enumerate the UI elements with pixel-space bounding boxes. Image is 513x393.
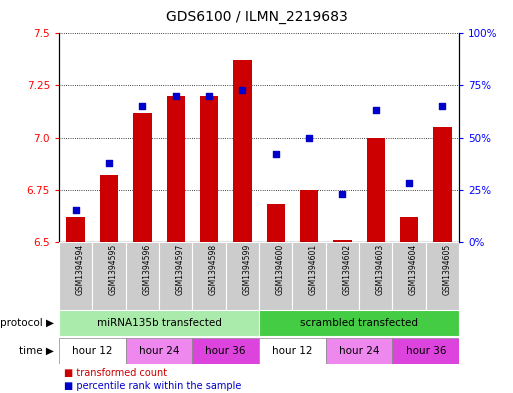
Bar — [59, 310, 259, 336]
Text: GSM1394605: GSM1394605 — [442, 244, 451, 295]
Point — [438, 103, 446, 109]
Text: hour 24: hour 24 — [339, 346, 379, 356]
Text: GSM1394602: GSM1394602 — [343, 244, 351, 295]
Bar — [326, 242, 359, 310]
Bar — [167, 96, 185, 242]
Bar — [359, 242, 392, 310]
Text: GSM1394597: GSM1394597 — [175, 244, 185, 295]
Text: GSM1394596: GSM1394596 — [143, 244, 151, 295]
Bar — [133, 112, 151, 242]
Point — [171, 93, 180, 99]
Point — [405, 180, 413, 187]
Point — [305, 134, 313, 141]
Point — [105, 160, 113, 166]
Bar — [259, 338, 326, 364]
Text: ■ transformed count: ■ transformed count — [64, 368, 167, 378]
Bar — [59, 242, 92, 310]
Point — [138, 103, 147, 109]
Text: GSM1394599: GSM1394599 — [242, 244, 251, 295]
Text: ■ percentile rank within the sample: ■ percentile rank within the sample — [64, 381, 242, 391]
Text: time ▶: time ▶ — [19, 346, 54, 356]
Bar — [326, 338, 392, 364]
Bar — [59, 338, 126, 364]
Bar — [126, 338, 192, 364]
Text: GSM1394601: GSM1394601 — [309, 244, 318, 295]
Bar — [367, 138, 385, 242]
Text: hour 24: hour 24 — [139, 346, 179, 356]
Bar — [126, 242, 159, 310]
Bar — [392, 338, 459, 364]
Text: GSM1394603: GSM1394603 — [376, 244, 385, 295]
Bar — [300, 189, 318, 242]
Bar — [259, 242, 292, 310]
Bar — [100, 175, 118, 242]
Bar — [292, 242, 326, 310]
Point — [371, 107, 380, 114]
Text: GSM1394600: GSM1394600 — [276, 244, 285, 295]
Bar — [226, 242, 259, 310]
Bar — [159, 242, 192, 310]
Bar — [400, 217, 418, 242]
Point — [271, 151, 280, 157]
Bar — [92, 242, 126, 310]
Point — [71, 207, 80, 213]
Text: GSM1394594: GSM1394594 — [76, 244, 85, 295]
Bar — [259, 310, 459, 336]
Point — [238, 86, 246, 93]
Text: GSM1394604: GSM1394604 — [409, 244, 418, 295]
Bar — [233, 61, 251, 242]
Text: GSM1394598: GSM1394598 — [209, 244, 218, 295]
Bar — [200, 96, 218, 242]
Bar — [192, 242, 226, 310]
Bar — [67, 217, 85, 242]
Point — [205, 93, 213, 99]
Text: hour 12: hour 12 — [72, 346, 112, 356]
Text: protocol ▶: protocol ▶ — [0, 318, 54, 328]
Text: scrambled transfected: scrambled transfected — [300, 318, 418, 328]
Text: hour 36: hour 36 — [206, 346, 246, 356]
Point — [338, 191, 346, 197]
Bar — [433, 127, 451, 242]
Text: miRNA135b transfected: miRNA135b transfected — [96, 318, 222, 328]
Bar — [333, 240, 351, 242]
Text: GSM1394595: GSM1394595 — [109, 244, 118, 295]
Text: hour 12: hour 12 — [272, 346, 312, 356]
Bar — [192, 338, 259, 364]
Bar — [267, 204, 285, 242]
Bar — [392, 242, 426, 310]
Bar — [426, 242, 459, 310]
Text: hour 36: hour 36 — [406, 346, 446, 356]
Text: GDS6100 / ILMN_2219683: GDS6100 / ILMN_2219683 — [166, 10, 347, 24]
